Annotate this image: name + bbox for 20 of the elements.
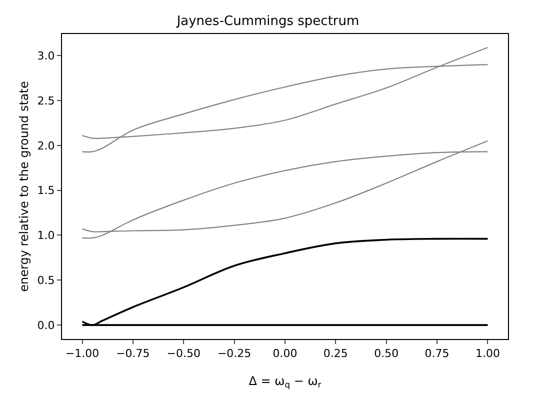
x-tick-label: 0.50	[374, 347, 399, 360]
x-tick-label: −0.75	[116, 347, 150, 360]
x-tick-label: −1.00	[65, 347, 100, 360]
y-tick-label: 1.5	[37, 184, 55, 198]
y-tick-label: 0.5	[37, 274, 55, 288]
x-tick-label: −0.50	[166, 347, 200, 360]
line-series	[81, 238, 489, 326]
x-tick-label: 0.25	[323, 347, 348, 360]
x-tick-label: 0.75	[424, 347, 450, 360]
y-tick-label: 2.0	[37, 139, 55, 152]
y-tick-label: 2.5	[37, 94, 55, 108]
chart-title: Jaynes-Cummings spectrum	[176, 14, 360, 29]
y-axis-title: energy relative to the ground state	[17, 81, 31, 292]
x-axis-title: Δ = ω$_{q}$ − ω$_{r}$	[248, 374, 322, 390]
y-tick-label: 3.0	[37, 49, 55, 62]
x-tick-label: −0.25	[217, 347, 252, 360]
x-tick-label: 0.00	[272, 347, 298, 360]
x-tick-label: 1.00	[475, 347, 500, 360]
y-tick-label: 1.0	[37, 229, 55, 242]
y-tick-label: 0.0	[37, 318, 55, 332]
